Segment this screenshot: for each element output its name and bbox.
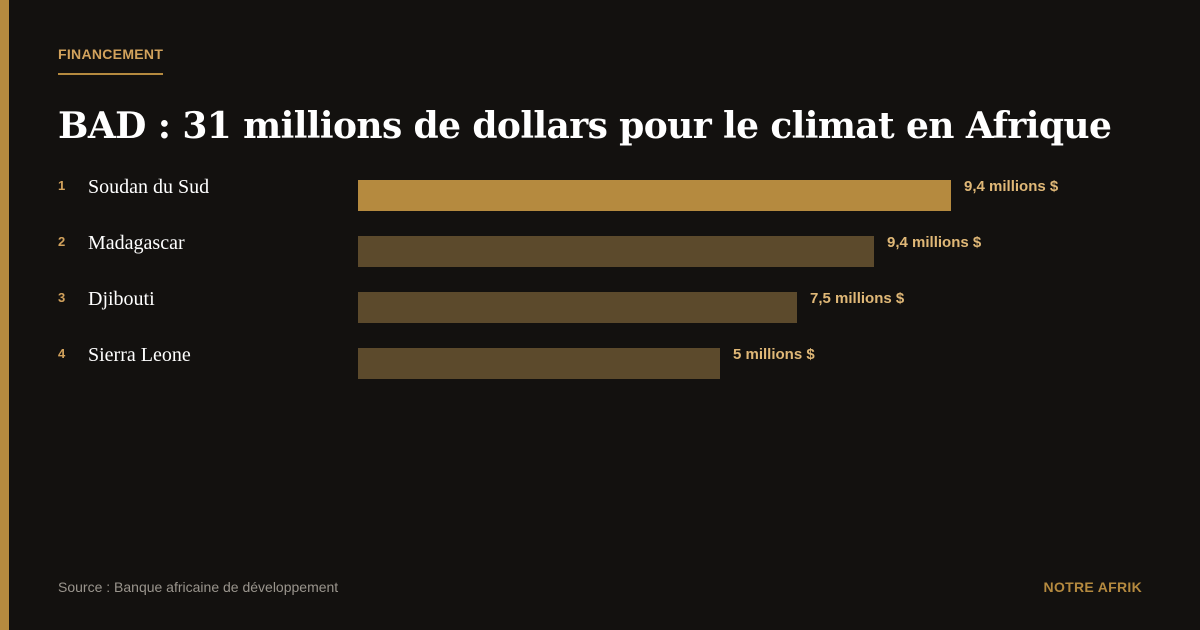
value-label: 9,4 millions $ xyxy=(964,178,1059,195)
value-label: 7,5 millions $ xyxy=(810,290,905,307)
accent-bar xyxy=(0,0,9,630)
country-label: Sierra Leone xyxy=(88,344,191,366)
bar xyxy=(358,180,951,211)
source-note: Source : Banque africaine de développeme… xyxy=(58,579,339,595)
country-label: Soudan du Sud xyxy=(88,176,209,198)
rank-number: 1 xyxy=(58,178,65,193)
section-kicker: FINANCEMENT xyxy=(58,46,164,75)
bar xyxy=(358,348,720,379)
brand-logo: NOTRE AFRIK xyxy=(1043,579,1142,595)
country-label: Djibouti xyxy=(88,288,155,310)
bar xyxy=(358,292,797,323)
country-label: Madagascar xyxy=(88,232,185,254)
value-label: 5 millions $ xyxy=(733,346,815,363)
rank-number: 2 xyxy=(58,234,65,249)
bar xyxy=(358,236,874,267)
chart-title: BAD : 31 millions de dollars pour le cli… xyxy=(58,105,1112,147)
rank-number: 3 xyxy=(58,290,65,305)
rank-number: 4 xyxy=(58,346,66,361)
value-label: 9,4 millions $ xyxy=(887,234,982,251)
